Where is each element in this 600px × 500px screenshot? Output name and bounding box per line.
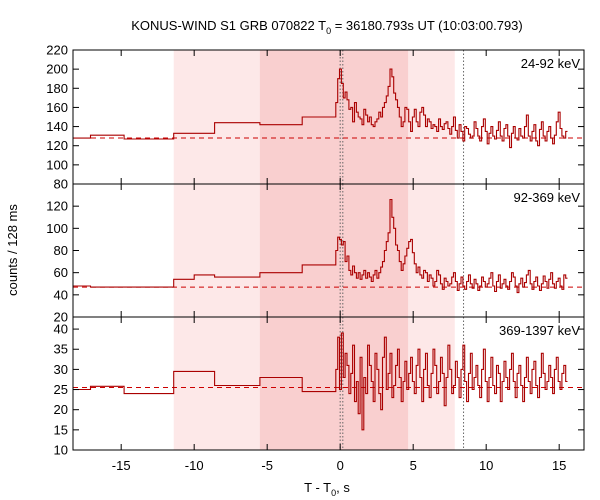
light-curve-1 — [73, 68, 568, 149]
light-curve-3 — [73, 332, 568, 431]
y-tick-label: 80 — [54, 243, 68, 258]
x-tick-label: -5 — [261, 458, 273, 473]
panel-3: 10 15 20 25 30 35 40 369-1397 keV — [54, 316, 585, 458]
y-tick-label: 100 — [46, 221, 68, 236]
y-tick-label: 160 — [46, 100, 68, 115]
x-axis-label: T - T0, s — [304, 480, 350, 498]
y-tick-label: 120 — [46, 199, 68, 214]
x-tick-label: -15 — [112, 458, 131, 473]
x-tick-label: 5 — [410, 458, 417, 473]
y-tick-label: 40 — [54, 322, 68, 337]
panel-frame — [72, 316, 585, 451]
panel-2: 20 40 60 80 100 120 92-369 keV — [46, 183, 585, 325]
y-tick-label: 120 — [46, 138, 68, 153]
xlabel-suffix: , s — [336, 480, 350, 495]
y-tick-label: 80 — [54, 177, 68, 192]
y-tick-label: 140 — [46, 119, 68, 134]
y-tick-label: 15 — [54, 422, 68, 437]
xlabel-prefix: T - T — [304, 480, 331, 495]
x-tick-label: 0 — [337, 458, 344, 473]
y-tick-label: 100 — [46, 157, 68, 172]
x-tick-label: 15 — [552, 458, 566, 473]
y-tick-label: 10 — [54, 443, 68, 458]
title-prefix: KONUS-WIND S1 GRB 070822 T — [131, 18, 326, 33]
chart-title: KONUS-WIND S1 GRB 070822 T0 = 36180.793s… — [131, 18, 523, 36]
xlabel-subscript: 0 — [331, 488, 336, 498]
y-tick-label: 25 — [54, 382, 68, 397]
title-subscript: 0 — [326, 26, 331, 36]
energy-band-label: 92-369 keV — [514, 190, 581, 205]
y-tick-label: 200 — [46, 62, 68, 77]
x-tick-label: -10 — [185, 458, 204, 473]
energy-band-label: 369-1397 keV — [499, 323, 580, 338]
title-suffix: = 36180.793s UT (10:03:00.793) — [331, 18, 523, 33]
y-tick-label: 20 — [54, 310, 68, 325]
y-tick-label: 220 — [46, 43, 68, 58]
x-tick-label: 10 — [479, 458, 493, 473]
y-axis-label: counts / 128 ms — [5, 204, 20, 296]
panel-1: 80 100 120 140 160 180 200 220 24-92 keV — [46, 43, 585, 192]
light-curve-2 — [73, 198, 568, 294]
y-tick-label: 60 — [54, 265, 68, 280]
y-tick-label: 180 — [46, 81, 68, 96]
energy-band-label: 24-92 keV — [521, 56, 581, 71]
y-tick-label: 30 — [54, 362, 68, 377]
y-tick-label: 35 — [54, 342, 68, 357]
y-tick-label: 20 — [54, 402, 68, 417]
y-tick-label: 40 — [54, 287, 68, 302]
